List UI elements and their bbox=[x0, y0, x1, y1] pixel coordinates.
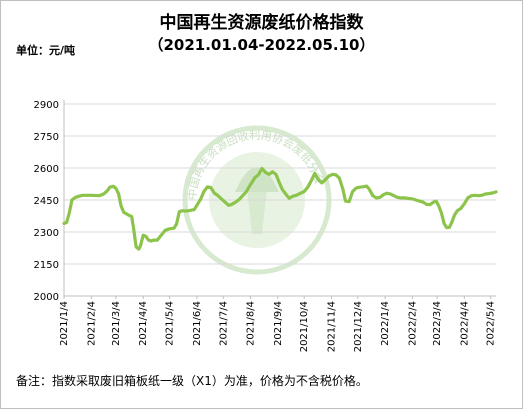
series-layer bbox=[62, 166, 498, 251]
x-tick-label: 2022/1/4 bbox=[380, 301, 391, 346]
y-tick-label: 2300 bbox=[34, 228, 59, 239]
x-tick-label: 2021/7/4 bbox=[218, 301, 229, 346]
y-tick-label: 2600 bbox=[34, 164, 59, 175]
y-tick-label: 2000 bbox=[34, 292, 59, 303]
x-tick-label: 2021/4/4 bbox=[138, 301, 149, 346]
x-tick-label: 2021/2/4 bbox=[86, 301, 97, 346]
x-tick-label: 2022/4/4 bbox=[459, 301, 470, 346]
x-tick-label: 2021/3/4 bbox=[111, 301, 122, 346]
unit-label: 单位：元/吨 bbox=[16, 44, 76, 57]
y-tick-labels: 2000 2150 2300 2450 2600 2750 2900 bbox=[34, 100, 59, 303]
x-tick-label: 2022/2/4 bbox=[407, 301, 418, 346]
x-tick-label: 2021/9/4 bbox=[273, 301, 284, 346]
y-tick-label: 2450 bbox=[34, 196, 59, 207]
x-tick-label: 2021/8/4 bbox=[246, 301, 257, 346]
x-tick-label: 2021/6/4 bbox=[192, 301, 203, 346]
x-tick-label: 2021/12/4 bbox=[353, 301, 364, 352]
series-line bbox=[62, 166, 498, 251]
gridlines bbox=[64, 103, 496, 265]
chart-title: 中国再生资源废纸价格指数 bbox=[159, 13, 364, 33]
y-tick-label: 2900 bbox=[34, 100, 59, 111]
x-tick-label: 2022/3/4 bbox=[432, 301, 443, 346]
y-tick-label: 2150 bbox=[34, 260, 59, 271]
x-tick-label: 2021/11/4 bbox=[326, 301, 337, 352]
x-tick-labels: 2021/1/4 2021/2/4 2021/3/4 2021/4/4 2021/5/4… bbox=[59, 296, 497, 352]
y-tick-label: 2750 bbox=[34, 132, 59, 143]
x-tick-label: 2021/5/4 bbox=[165, 301, 176, 346]
footnote: 备注：指数采取废旧箱板纸一级（X1）为准，价格为不含税价格。 bbox=[16, 374, 368, 388]
x-tick-label: 2022/5/4 bbox=[486, 301, 497, 346]
x-tick-label: 2021/1/4 bbox=[59, 301, 70, 346]
axes bbox=[63, 100, 496, 297]
chart-subtitle: （2021.01.04-2022.05.10） bbox=[148, 36, 375, 54]
x-tick-label: 2021/10/4 bbox=[299, 301, 310, 352]
